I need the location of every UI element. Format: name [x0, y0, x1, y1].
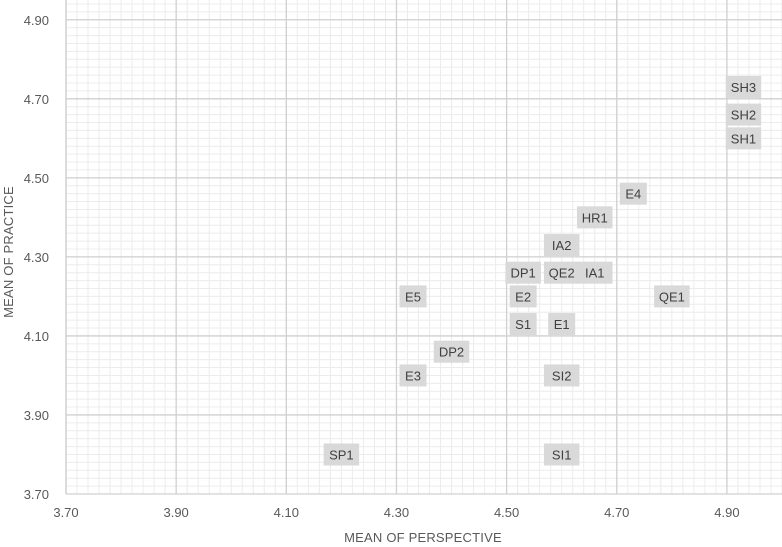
data-point-box: [548, 313, 576, 336]
data-point-label: E3: [405, 368, 421, 383]
data-point: SP1: [323, 443, 360, 466]
x-tick-label: 4.10: [274, 505, 299, 520]
data-point: HR1: [576, 206, 613, 229]
minor-gridlines: [65, 0, 782, 495]
x-tick-label: 4.50: [494, 505, 519, 520]
x-axis-title: MEAN OF PERSPECTIVE: [344, 530, 502, 545]
y-tick-label: 3.90: [24, 408, 49, 423]
data-point-box: [654, 285, 690, 308]
data-point-label: DP2: [439, 345, 464, 360]
data-point-label: IA1: [585, 266, 605, 281]
data-point-box: [543, 261, 580, 284]
data-point: E2: [509, 285, 537, 308]
data-point-box: [399, 285, 427, 308]
y-tick-label: 4.70: [24, 92, 49, 107]
data-points: SH3 SH2 SH1 E4 HR1 IA2 DP1 QE2 IA1 E5 E2 QE1 S1 E1 DP2…: [323, 75, 762, 466]
data-point: DP2: [433, 340, 470, 363]
data-point-label: SI1: [552, 447, 572, 462]
x-tick-label: 3.70: [53, 505, 78, 520]
data-point-box: [509, 285, 537, 308]
data-point-box: [543, 364, 580, 387]
x-tick-label: 4.90: [714, 505, 739, 520]
data-point-label: SH1: [731, 131, 756, 146]
data-point-box: [323, 443, 360, 466]
data-point: S1: [509, 313, 537, 336]
major-gridlines: [65, 0, 782, 495]
data-point: QE1: [654, 285, 690, 308]
data-point-label: DP1: [510, 266, 535, 281]
data-point: IA1: [576, 261, 613, 284]
data-point: IA2: [543, 234, 580, 257]
y-tick-label: 4.10: [24, 329, 49, 344]
data-point-box: [725, 75, 762, 98]
data-point: E1: [548, 313, 576, 336]
y-tick-label: 3.70: [24, 487, 49, 502]
data-point: SI1: [543, 443, 580, 466]
data-point-label: S1: [515, 317, 531, 332]
data-point: DP1: [505, 261, 541, 284]
data-point-label: SP1: [329, 447, 354, 462]
data-point: SH3: [725, 75, 762, 98]
data-point-label: SH3: [731, 80, 756, 95]
data-point-label: SH2: [731, 108, 756, 123]
data-point: E5: [399, 285, 427, 308]
x-tick-label: 3.90: [163, 505, 188, 520]
data-point-box: [725, 127, 762, 150]
data-point-label: QE2: [549, 266, 575, 281]
y-tick-label: 4.30: [24, 250, 49, 265]
data-point-box: [399, 364, 427, 387]
y-tick-label: 4.50: [24, 171, 49, 186]
data-point: SI2: [543, 364, 580, 387]
y-axis-title: MEAN OF PRACTICE: [1, 186, 16, 318]
data-point-box: [619, 182, 647, 205]
x-tick-label: 4.30: [384, 505, 409, 520]
data-point: E3: [399, 364, 427, 387]
data-point-box: [505, 261, 541, 284]
y-axis-tick-labels: 3.70 3.90 4.10 4.30 4.50 4.70 4.90: [24, 13, 49, 502]
data-point-box: [509, 313, 537, 336]
x-tick-label: 4.70: [604, 505, 629, 520]
data-point-label: E1: [554, 317, 570, 332]
data-point-box: [576, 206, 613, 229]
data-point-label: E2: [515, 289, 531, 304]
y-tick-label: 4.90: [24, 13, 49, 28]
data-point-label: E4: [625, 187, 641, 202]
data-point-label: IA2: [552, 238, 572, 253]
data-point-label: HR1: [582, 210, 608, 225]
data-point-box: [543, 234, 580, 257]
data-point: SH1: [725, 127, 762, 150]
data-point-box: [576, 261, 613, 284]
data-point-box: [433, 340, 470, 363]
data-point-box: [543, 443, 580, 466]
x-axis-tick-labels: 3.70 3.90 4.10 4.30 4.50 4.70 4.90: [53, 505, 739, 520]
data-point-box: [725, 103, 762, 126]
data-point: E4: [619, 182, 647, 205]
data-point: QE2: [543, 261, 580, 284]
data-point-label: QE1: [659, 289, 685, 304]
data-point: SH2: [725, 103, 762, 126]
data-point-label: E5: [405, 289, 421, 304]
data-point-label: SI2: [552, 368, 572, 383]
